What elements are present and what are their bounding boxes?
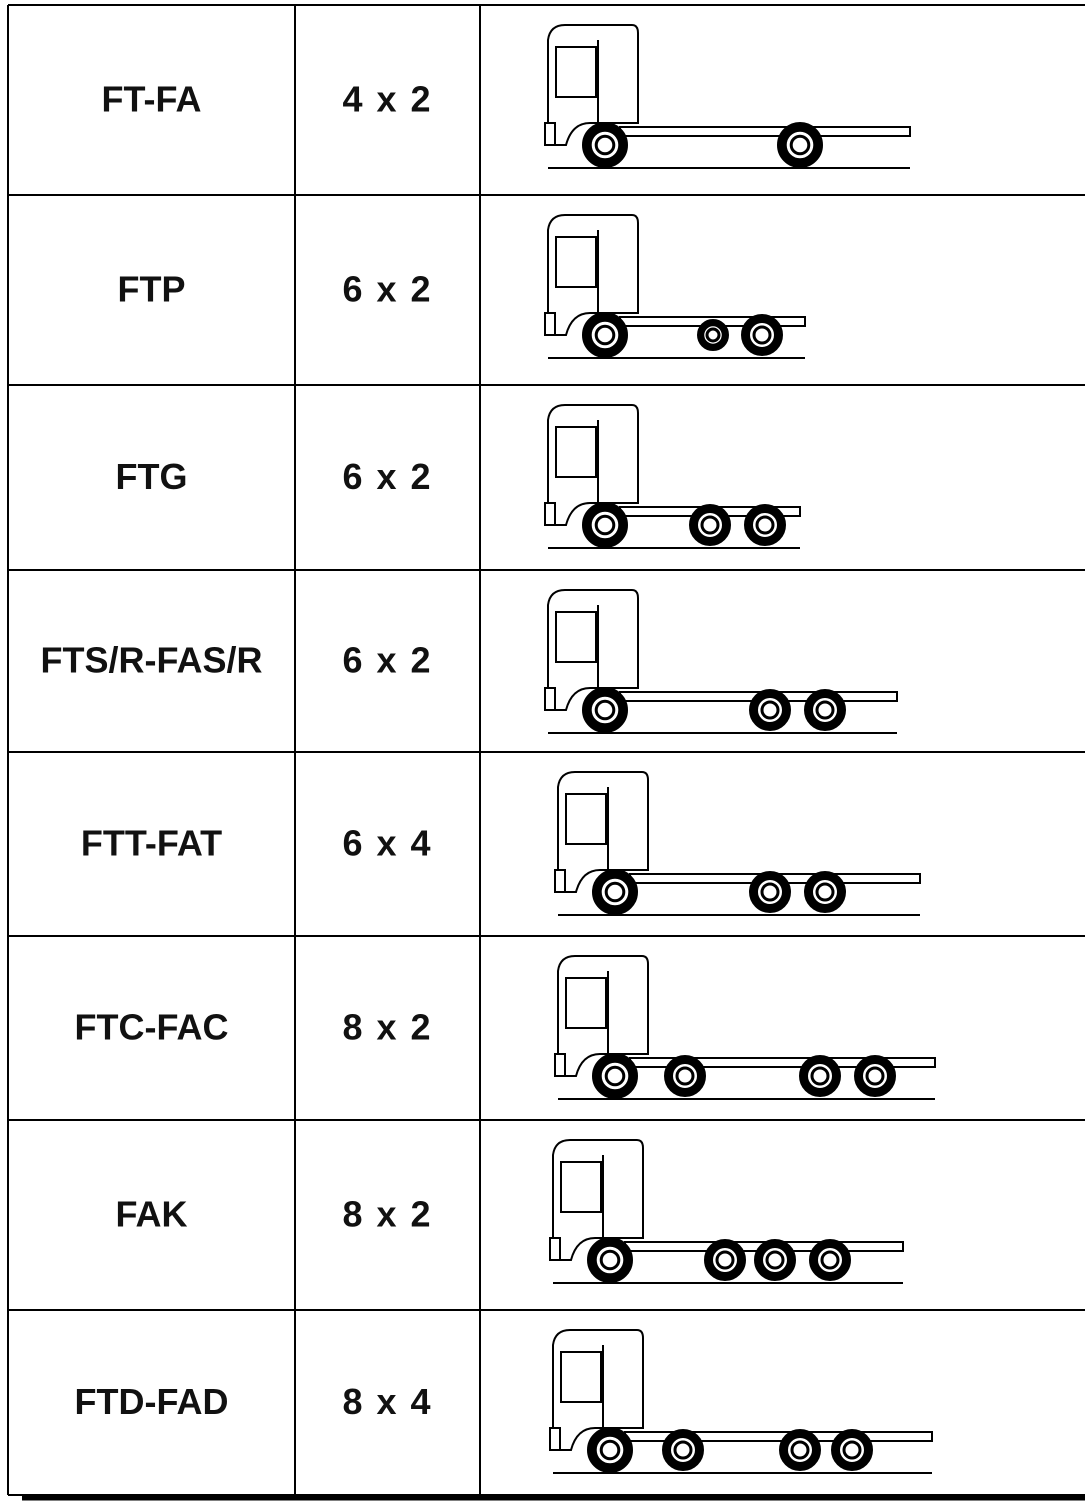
wheel-hub — [599, 1249, 621, 1271]
wheel-hub — [790, 1440, 810, 1460]
wheel-hub — [815, 700, 835, 720]
truck-illustration — [549, 1139, 904, 1284]
wheel-hub — [760, 700, 780, 720]
cab-window — [560, 1351, 602, 1403]
bumper — [544, 122, 556, 146]
bumper — [549, 1237, 561, 1261]
wheel-hub — [815, 882, 835, 902]
wheel-hub — [715, 1250, 735, 1270]
wheel-hub — [789, 134, 811, 156]
axle-config: 8 x 2 — [342, 1194, 432, 1235]
model-name: FT-FA — [102, 79, 202, 120]
wheel-hub — [820, 1250, 840, 1270]
wheel-hub — [765, 1250, 785, 1270]
axle-config: 6 x 2 — [342, 640, 432, 681]
wheel-hub — [604, 1065, 626, 1087]
bumper — [554, 1053, 566, 1077]
cab-window — [565, 793, 607, 845]
cab-window — [555, 426, 597, 478]
model-name: FAK — [116, 1194, 188, 1235]
cab-window — [565, 977, 607, 1029]
truck-illustration — [544, 24, 911, 169]
wheel-hub — [604, 881, 626, 903]
wheel-hub — [594, 134, 616, 156]
wheel-hub — [705, 327, 721, 343]
truck-illustration — [544, 404, 801, 549]
bumper — [549, 1427, 561, 1451]
model-name: FTP — [118, 269, 186, 310]
wheel-hub — [810, 1066, 830, 1086]
bumper — [554, 869, 566, 893]
wheel-hub — [673, 1440, 693, 1460]
cab-window — [555, 236, 597, 288]
axle-config: 8 x 2 — [342, 1007, 432, 1048]
wheel-hub — [752, 325, 772, 345]
cab-window — [555, 46, 597, 98]
wheel-hub — [675, 1066, 695, 1086]
cab-window — [560, 1161, 602, 1213]
model-name: FTS/R-FAS/R — [41, 640, 263, 681]
bumper — [544, 502, 556, 526]
wheel-hub — [594, 699, 616, 721]
axle-config: 6 x 4 — [342, 823, 432, 864]
wheel-hub — [594, 324, 616, 346]
wheel-hub — [755, 515, 775, 535]
truck-illustration — [544, 589, 898, 734]
axle-config: 6 x 2 — [342, 269, 432, 310]
axle-config: 4 x 2 — [342, 79, 432, 120]
model-name: FTC-FAC — [75, 1007, 229, 1048]
chassis — [619, 126, 911, 137]
wheel-hub — [842, 1440, 862, 1460]
model-name: FTT-FAT — [81, 823, 222, 864]
truck-illustration — [554, 771, 921, 916]
axle-config: 6 x 2 — [342, 456, 432, 497]
wheel-hub — [865, 1066, 885, 1086]
cab-window — [555, 611, 597, 663]
truck-illustration — [549, 1329, 933, 1474]
model-name: FTD-FAD — [75, 1381, 229, 1422]
wheel-hub — [599, 1439, 621, 1461]
wheel-hub — [700, 515, 720, 535]
truck-illustration — [544, 214, 806, 359]
model-name: FTG — [116, 456, 188, 497]
bumper — [544, 312, 556, 336]
wheel-hub — [760, 882, 780, 902]
wheel-hub — [594, 514, 616, 536]
bumper — [544, 687, 556, 711]
axle-config: 8 x 4 — [342, 1381, 432, 1422]
truck-illustration — [554, 955, 936, 1100]
